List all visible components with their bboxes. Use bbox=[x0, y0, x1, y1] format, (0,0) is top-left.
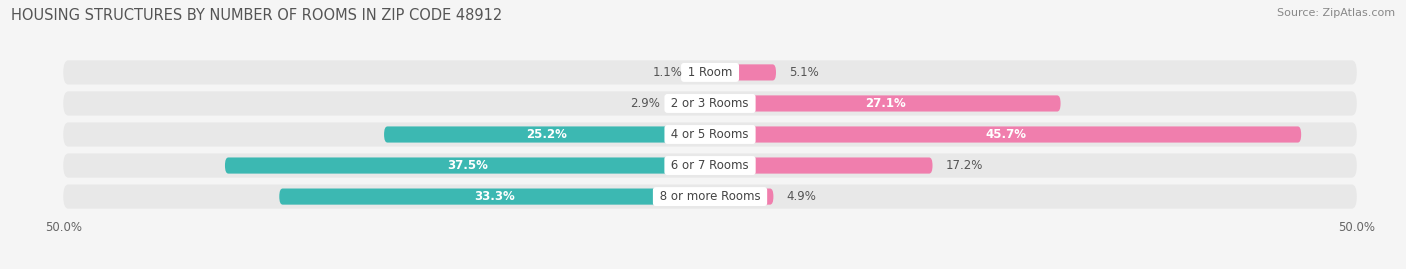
Text: 37.5%: 37.5% bbox=[447, 159, 488, 172]
FancyBboxPatch shape bbox=[63, 91, 1357, 116]
Text: 5.1%: 5.1% bbox=[789, 66, 818, 79]
FancyBboxPatch shape bbox=[710, 95, 1060, 112]
FancyBboxPatch shape bbox=[63, 122, 1357, 147]
FancyBboxPatch shape bbox=[710, 126, 1301, 143]
Text: 2.9%: 2.9% bbox=[630, 97, 659, 110]
Text: 27.1%: 27.1% bbox=[865, 97, 905, 110]
FancyBboxPatch shape bbox=[710, 189, 773, 205]
Text: HOUSING STRUCTURES BY NUMBER OF ROOMS IN ZIP CODE 48912: HOUSING STRUCTURES BY NUMBER OF ROOMS IN… bbox=[11, 8, 502, 23]
FancyBboxPatch shape bbox=[710, 157, 932, 174]
Text: 8 or more Rooms: 8 or more Rooms bbox=[655, 190, 765, 203]
Text: 1 Room: 1 Room bbox=[683, 66, 737, 79]
FancyBboxPatch shape bbox=[63, 185, 1357, 209]
Text: 4 or 5 Rooms: 4 or 5 Rooms bbox=[668, 128, 752, 141]
FancyBboxPatch shape bbox=[672, 95, 710, 112]
Text: 1.1%: 1.1% bbox=[652, 66, 683, 79]
Text: 33.3%: 33.3% bbox=[474, 190, 515, 203]
FancyBboxPatch shape bbox=[63, 60, 1357, 84]
Text: 17.2%: 17.2% bbox=[945, 159, 983, 172]
FancyBboxPatch shape bbox=[384, 126, 710, 143]
Text: Source: ZipAtlas.com: Source: ZipAtlas.com bbox=[1277, 8, 1395, 18]
Text: 4.9%: 4.9% bbox=[786, 190, 817, 203]
Text: 2 or 3 Rooms: 2 or 3 Rooms bbox=[668, 97, 752, 110]
FancyBboxPatch shape bbox=[696, 64, 710, 80]
Text: 25.2%: 25.2% bbox=[527, 128, 568, 141]
Text: 45.7%: 45.7% bbox=[986, 128, 1026, 141]
FancyBboxPatch shape bbox=[280, 189, 710, 205]
FancyBboxPatch shape bbox=[710, 64, 776, 80]
FancyBboxPatch shape bbox=[225, 157, 710, 174]
Text: 6 or 7 Rooms: 6 or 7 Rooms bbox=[668, 159, 752, 172]
FancyBboxPatch shape bbox=[63, 153, 1357, 178]
